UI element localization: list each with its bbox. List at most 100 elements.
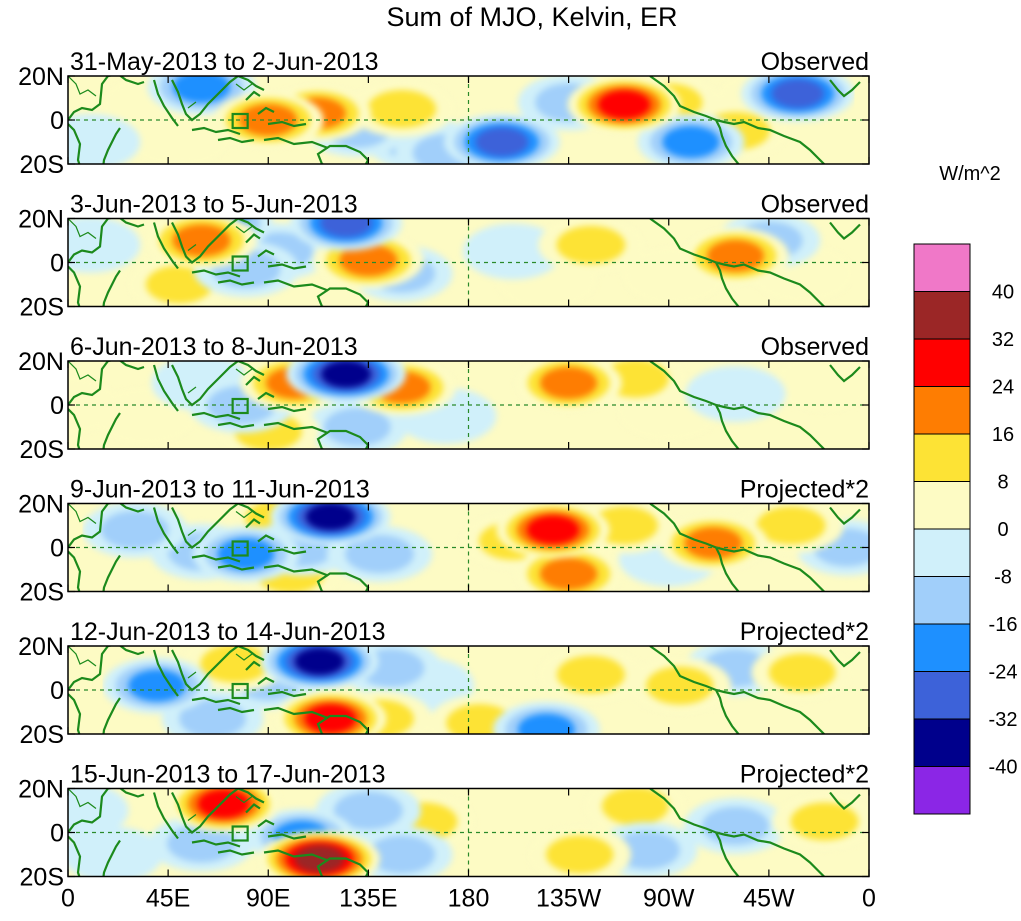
x-tick-label: 90W <box>643 885 695 913</box>
colorbar-tick-label: 8 <box>997 472 1008 494</box>
panel-status: Projected*2 <box>740 618 869 646</box>
anomaly-contour <box>294 845 345 873</box>
panel-status: Observed <box>761 48 869 76</box>
colorbar-swatch <box>913 718 971 767</box>
y-tick-label: 0 <box>50 107 64 135</box>
anomaly-contour <box>367 90 437 128</box>
y-tick-label: 20N <box>18 633 64 661</box>
colorbar-tick-label: -24 <box>989 662 1018 684</box>
colorbar-tick-label: 0 <box>997 519 1008 541</box>
anomaly-contour <box>339 244 398 277</box>
reference-box <box>231 540 249 557</box>
anomaly-contour <box>128 669 186 702</box>
anomaly-contour <box>368 835 436 874</box>
anomaly-contour <box>197 789 250 819</box>
anomaly-field <box>68 76 869 164</box>
anomaly-contour <box>333 791 403 830</box>
colorbar-tick-label: -40 <box>989 757 1018 779</box>
anomaly-contour <box>546 835 614 874</box>
panel-1: 20N 0 20S 31-May-2013 to 2-Jun-2013 Observed <box>18 48 870 179</box>
x-tick-label: 45W <box>743 885 795 913</box>
panel-date-range: 6-Jun-2013 to 8-Jun-2013 <box>70 333 358 361</box>
anomaly-contour <box>68 826 163 877</box>
anomaly-contour <box>200 646 270 683</box>
anomaly-contour <box>768 653 836 692</box>
anomaly-contour <box>771 79 824 109</box>
x-tick-label: 135E <box>339 885 397 913</box>
anomaly-field <box>68 361 869 449</box>
anomaly-contour <box>662 126 720 158</box>
anomaly-contour <box>539 557 598 590</box>
anomaly-contour <box>304 704 357 734</box>
y-tick-label: 0 <box>50 535 64 563</box>
anomaly-contour <box>701 806 770 845</box>
panel-status: Projected*2 <box>740 761 869 789</box>
anomaly-contour <box>556 225 626 264</box>
colorbar-swatch <box>913 671 971 720</box>
anomaly-contour <box>601 788 669 826</box>
y-tick-label: 0 <box>50 820 64 848</box>
colorbar-swatch <box>913 386 971 435</box>
panel-date-range: 15-Jun-2013 to 17-Jun-2013 <box>70 761 386 789</box>
colorbar-swatch <box>913 766 971 815</box>
anomaly-contour <box>598 90 651 120</box>
colorbar-tick-label: 40 <box>992 282 1014 304</box>
reference-box <box>231 397 249 415</box>
anomaly-contour <box>320 218 373 238</box>
anomaly-contour <box>475 127 529 157</box>
colorbar-tick-label: -8 <box>994 567 1012 589</box>
colorbar-units: W/m^2 <box>939 163 1001 185</box>
colorbar: 40 32 24 16 8 0 -8 -16 -24 -32 -40 <box>913 243 1018 815</box>
y-tick-label: 20N <box>18 348 64 376</box>
reference-box <box>231 825 249 842</box>
reference-box <box>231 682 249 700</box>
panel-3: 20N 0 20S 6-Jun-2013 to 8-Jun-2013 Observed <box>18 333 870 464</box>
y-tick-label: 0 <box>50 392 64 420</box>
y-tick-label: 20S <box>20 151 64 179</box>
anomaly-contour <box>775 361 869 411</box>
colorbar-swatch <box>913 623 971 672</box>
x-tick-label: 180 <box>448 885 490 913</box>
y-tick-label: 20S <box>20 864 64 892</box>
y-tick-label: 0 <box>50 250 64 278</box>
colorbar-tick-label: -16 <box>989 614 1018 636</box>
panel-status: Observed <box>761 333 869 361</box>
anomaly-contour <box>172 224 231 257</box>
x-axis: 0 45E 90E 135E 180 135W 90W 45W 0 <box>61 885 876 913</box>
y-tick-label: 20N <box>18 491 64 519</box>
anomaly-contour <box>790 802 859 841</box>
anomaly-contour <box>556 655 625 694</box>
anomaly-contour <box>68 114 141 164</box>
panel-2: 20N 0 20S 3-Jun-2013 to 5-Jun-2013 Observed <box>18 191 870 322</box>
panel-date-range: 3-Jun-2013 to 5-Jun-2013 <box>70 191 358 219</box>
anomaly-contour <box>526 515 580 545</box>
y-tick-label: 20S <box>20 294 64 322</box>
anomaly-contour <box>294 647 345 676</box>
x-tick-label: 0 <box>61 885 75 913</box>
panels: 20N 0 20S 31-May-2013 to 2-Jun-2013 Observed… <box>18 48 870 892</box>
anomaly-field <box>68 503 869 592</box>
panel-4: 20N 0 20S 9-Jun-2013 to 11-Jun-2013 Projecte… <box>18 476 870 607</box>
panel-date-range: 31-May-2013 to 2-Jun-2013 <box>70 48 379 76</box>
y-tick-label: 20S <box>20 579 64 607</box>
colorbar-swatch <box>913 576 971 625</box>
anomaly-contour <box>684 527 743 560</box>
anomaly-contour <box>323 408 391 446</box>
anomaly-contour <box>517 713 575 734</box>
colorbar-tick-label: 32 <box>992 329 1014 351</box>
y-tick-label: 20N <box>18 63 64 91</box>
anomaly-contour <box>756 506 826 545</box>
anomaly-contour <box>540 367 598 399</box>
colorbar-tick-label: 24 <box>992 377 1014 399</box>
anomaly-contour <box>321 361 371 388</box>
colorbar-swatch <box>913 243 971 292</box>
y-tick-label: 20N <box>18 206 64 234</box>
panel-6: 20N 0 20S 15-Jun-2013 to 17-Jun-2013 Project… <box>18 761 870 892</box>
anomaly-contour <box>129 109 230 164</box>
reference-box <box>231 112 249 130</box>
y-tick-label: 20S <box>20 721 64 749</box>
panel-date-range: 9-Jun-2013 to 11-Jun-2013 <box>70 476 370 504</box>
anomaly-field <box>68 788 869 877</box>
colorbar-tick-label: -32 <box>989 709 1018 731</box>
